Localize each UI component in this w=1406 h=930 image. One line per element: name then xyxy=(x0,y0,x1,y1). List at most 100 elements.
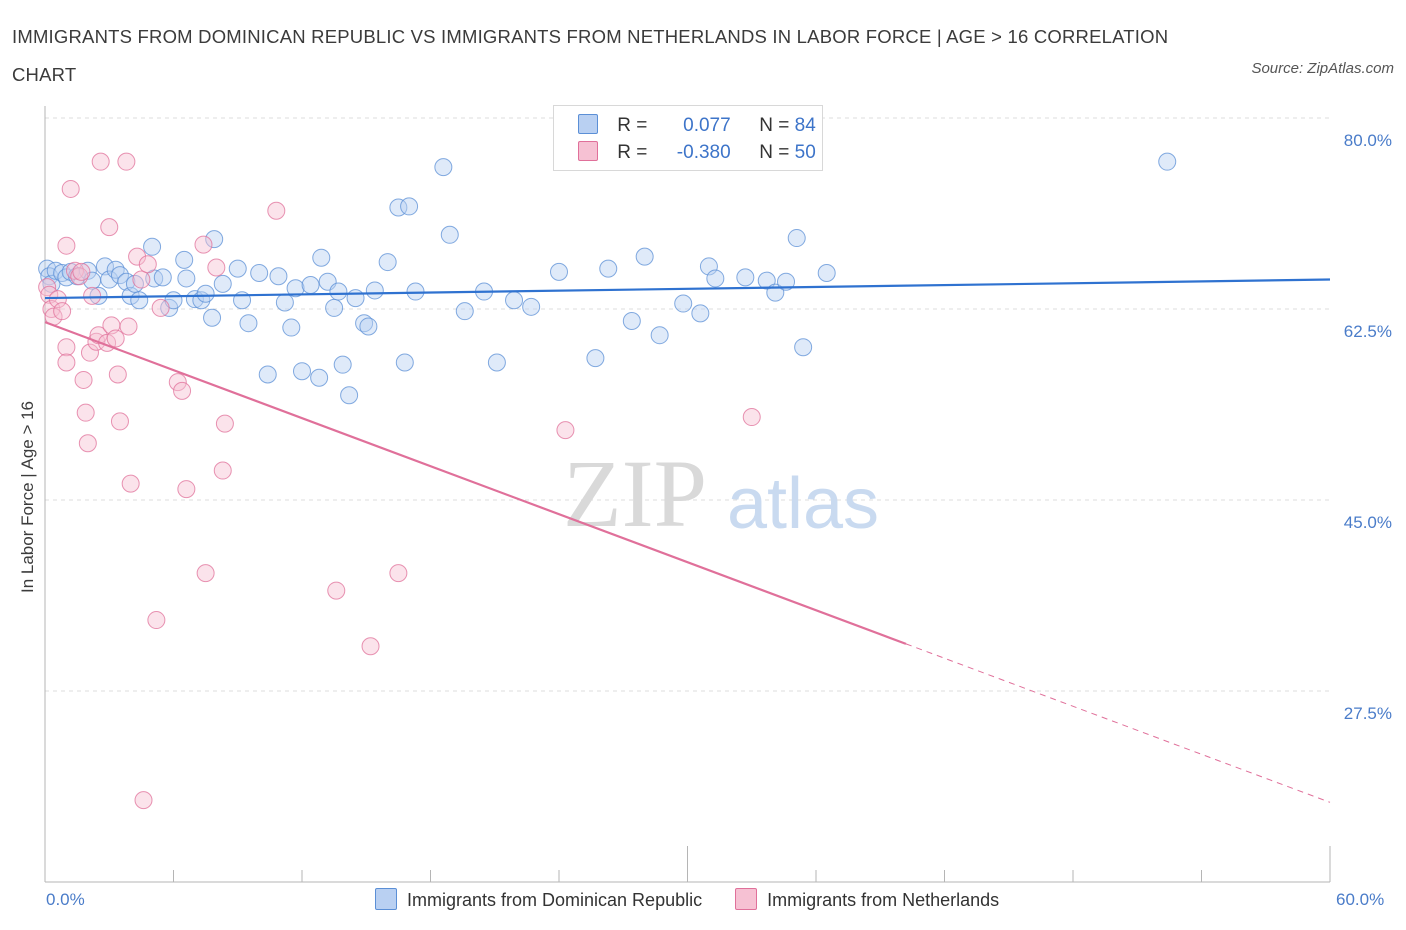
watermark-zip: ZIP xyxy=(563,440,707,547)
point-netherlands xyxy=(57,338,76,357)
point-dominican xyxy=(177,269,196,288)
legend-item-netherlands[interactable]: Immigrants from Netherlands xyxy=(735,888,999,911)
point-dominican xyxy=(455,302,474,321)
n-label: N = xyxy=(759,115,790,136)
point-netherlands xyxy=(138,255,157,274)
point-dominican xyxy=(1158,152,1177,171)
point-dominican xyxy=(599,259,618,278)
point-netherlands xyxy=(742,408,761,427)
point-dominican xyxy=(46,261,65,280)
point-dominican xyxy=(622,312,641,331)
point-netherlands xyxy=(83,286,102,305)
legend-swatch-pink xyxy=(578,141,598,161)
point-dominican xyxy=(400,197,419,216)
point-dominican xyxy=(293,362,311,381)
legend-swatch-blue xyxy=(375,888,397,910)
point-netherlands xyxy=(151,298,170,317)
point-dominican xyxy=(329,282,348,301)
point-dominican xyxy=(153,268,172,287)
x-tick-max: 60.0% xyxy=(1336,890,1385,909)
y-tick-label: 62.5% xyxy=(1344,322,1392,341)
point-dominican xyxy=(359,317,378,336)
point-dominican xyxy=(310,368,329,387)
point-dominican xyxy=(434,158,453,177)
point-netherlands xyxy=(91,152,110,171)
point-netherlands xyxy=(173,381,192,400)
point-dominican xyxy=(196,284,215,303)
point-netherlands xyxy=(194,235,213,254)
point-netherlands xyxy=(168,373,187,392)
legend-label-dominican: Immigrants from Dominican Republic xyxy=(407,890,703,910)
point-netherlands xyxy=(76,403,95,422)
trend-line-solid-1 xyxy=(44,321,907,645)
r-label: R = xyxy=(617,142,648,163)
point-dominican xyxy=(282,318,301,337)
legend-swatch-blue xyxy=(578,114,598,134)
point-dominican xyxy=(143,237,162,256)
point-dominican xyxy=(269,267,288,286)
point-netherlands xyxy=(119,317,138,336)
r-value: -0.380 xyxy=(676,142,731,163)
point-dominican xyxy=(258,365,277,384)
point-dominican xyxy=(239,314,258,333)
point-netherlands xyxy=(57,353,76,372)
point-netherlands xyxy=(74,370,93,389)
series-legend: Immigrants from Dominican Republic Immig… xyxy=(375,888,1027,911)
point-netherlands xyxy=(132,270,151,289)
point-netherlands xyxy=(196,564,215,583)
point-netherlands xyxy=(42,300,61,318)
point-netherlands xyxy=(327,581,346,600)
point-dominican xyxy=(522,297,541,316)
point-dominican xyxy=(674,294,693,313)
point-dominican xyxy=(340,386,359,405)
point-dominican xyxy=(78,261,97,280)
point-dominican xyxy=(777,272,796,291)
point-dominican xyxy=(487,353,506,372)
point-dominican xyxy=(586,349,605,368)
point-dominican xyxy=(650,326,669,345)
point-netherlands xyxy=(177,480,196,499)
x-tick-min: 0.0% xyxy=(46,890,85,909)
point-dominican xyxy=(175,250,194,269)
point-dominican xyxy=(365,281,384,300)
legend-label-netherlands: Immigrants from Netherlands xyxy=(767,890,1000,910)
point-netherlands xyxy=(207,258,226,277)
point-dominican xyxy=(312,248,331,267)
point-dominican xyxy=(794,338,813,357)
point-dominican xyxy=(89,286,108,305)
point-netherlands xyxy=(110,412,129,431)
legend-item-dominican[interactable]: Immigrants from Dominican Republic xyxy=(375,888,702,911)
y-tick-label: 27.5% xyxy=(1344,704,1392,723)
point-netherlands xyxy=(38,278,57,297)
point-dominican xyxy=(440,225,459,244)
r-value: 0.077 xyxy=(683,115,731,136)
point-netherlands xyxy=(389,564,408,583)
point-dominican xyxy=(736,268,755,287)
n-value: 84 xyxy=(794,115,816,136)
point-netherlands xyxy=(80,343,99,362)
legend-swatch-pink xyxy=(735,888,758,910)
y-tick-labels: 80.0% 62.5% 45.0% 27.5% xyxy=(1344,131,1392,723)
trend-line-dashed-1 xyxy=(905,643,1331,803)
trend-lines xyxy=(44,278,1331,803)
trend-line-0 xyxy=(44,278,1331,300)
point-dominican xyxy=(130,291,149,310)
point-netherlands xyxy=(106,329,125,348)
axes xyxy=(44,106,1331,883)
point-netherlands xyxy=(215,414,234,433)
stats-legend: R = 0.077 N = 84 R = -0.380 N = 50 xyxy=(553,105,823,171)
point-dominican xyxy=(346,289,365,308)
point-dominican xyxy=(213,274,232,293)
point-dominican xyxy=(817,263,836,282)
point-netherlands xyxy=(134,791,153,810)
point-dominican xyxy=(228,259,247,278)
point-netherlands xyxy=(147,611,166,630)
point-dominican xyxy=(325,298,344,317)
point-netherlands xyxy=(556,421,575,440)
point-dominican xyxy=(275,293,294,312)
point-netherlands xyxy=(128,247,147,266)
point-dominican xyxy=(635,247,654,266)
watermark-atlas: atlas xyxy=(727,464,879,544)
point-dominican xyxy=(550,262,568,281)
point-dominican xyxy=(203,308,222,327)
